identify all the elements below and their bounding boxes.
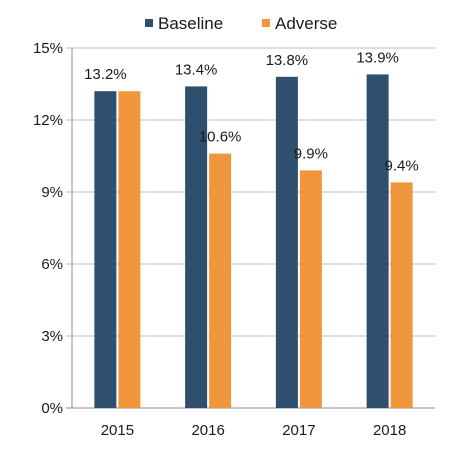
data-label-adverse-2016: 10.6% xyxy=(199,129,242,146)
legend-label-baseline: Baseline xyxy=(158,14,223,33)
x-tick-label-2016: 2016 xyxy=(191,422,224,439)
y-tick-label: 3% xyxy=(41,328,63,345)
y-tick-label: 15% xyxy=(33,40,63,57)
bar-adverse-2015 xyxy=(118,91,141,408)
legend: Baseline Adverse xyxy=(145,14,337,33)
bar-baseline-2017 xyxy=(275,76,298,409)
data-label-adverse-2018: 9.4% xyxy=(385,157,419,174)
bar-adverse-2017 xyxy=(299,170,322,408)
y-tick-label: 6% xyxy=(41,256,63,273)
data-label-baseline-2015: 13.2% xyxy=(84,66,127,83)
data-label-baseline-2017: 13.8% xyxy=(266,52,309,69)
bar-adverse-2018 xyxy=(390,182,413,408)
bar-adverse-2016 xyxy=(209,153,232,408)
data-label-adverse-2017: 9.9% xyxy=(294,145,328,162)
y-tick-label: 0% xyxy=(41,400,63,417)
x-tick-label-2015: 2015 xyxy=(101,422,134,439)
data-label-baseline-2016: 13.4% xyxy=(175,61,218,78)
y-axis-ticks: 0% 3% 6% 9% 12% 15% xyxy=(33,40,63,417)
legend-label-adverse: Adverse xyxy=(275,14,337,33)
bar-baseline-2018 xyxy=(366,74,389,409)
x-tick-label-2017: 2017 xyxy=(282,422,315,439)
bar-baseline-2015 xyxy=(94,91,117,408)
y-tick-label: 12% xyxy=(33,112,63,129)
data-labels: 13.2% 13.4% 10.6% 13.8% 9.9% 13.9% 9.4% xyxy=(84,49,419,174)
data-label-baseline-2018: 13.9% xyxy=(356,49,399,66)
bars xyxy=(94,74,413,409)
legend-swatch-baseline xyxy=(145,19,153,27)
y-tick-label: 9% xyxy=(41,184,63,201)
legend-swatch-adverse xyxy=(262,19,270,27)
x-tick-label-2018: 2018 xyxy=(373,422,406,439)
x-axis-ticks: 2015 2016 2017 2018 xyxy=(101,422,407,439)
bar-baseline-2016 xyxy=(185,86,208,409)
